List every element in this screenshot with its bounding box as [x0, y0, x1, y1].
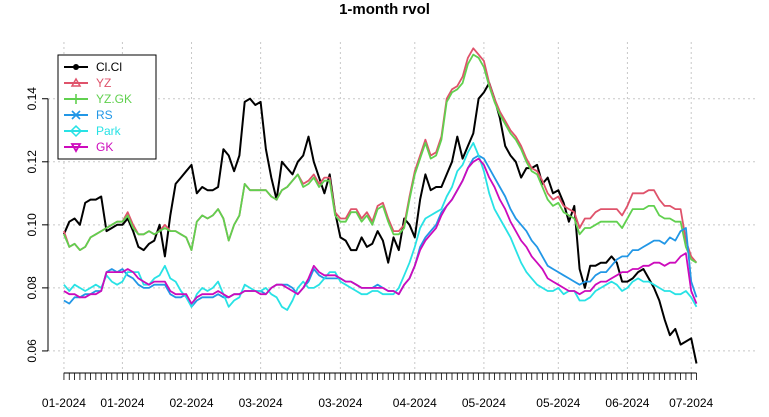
legend-marker-circle — [73, 64, 79, 70]
x-tick-label: 04-2024 — [393, 396, 437, 410]
y-tick-label: 0.14 — [25, 87, 39, 111]
legend-marker-triangle — [70, 77, 82, 87]
legend-label: YZ.GK — [96, 92, 132, 106]
legend: Cl.Cl YZ YZ.GK RS Park GK — [57, 54, 157, 160]
y-tick-label: 0.06 — [25, 339, 39, 363]
legend-label: RS — [96, 108, 113, 122]
y-tick-label: 0.08 — [25, 276, 39, 300]
x-tick-label: 01-2024 — [100, 396, 144, 410]
legend-marker-cross — [71, 110, 81, 120]
axes: 0.06 0.08 0.10 0.12 0.14 01-2024 01-2024 02-202… — [25, 87, 714, 410]
series-line-park — [63, 142, 698, 311]
series-line-yz-gk — [63, 53, 697, 264]
x-tick-label: 05-2024 — [462, 396, 506, 410]
legend-marker-diamond — [69, 124, 83, 138]
x-tick-label: 01-2024 — [42, 396, 86, 410]
x-tick-label: 03-2024 — [318, 396, 362, 410]
x-tick-label: 03-2024 — [239, 396, 283, 410]
series-line-cl-cl — [62, 82, 698, 364]
x-tick-label: 02-2024 — [170, 396, 214, 410]
x-tick-label: 05-2024 — [536, 396, 580, 410]
series-lines — [62, 47, 698, 364]
legend-box — [57, 54, 157, 160]
series-line-gk — [63, 157, 698, 305]
y-tick-label: 0.12 — [25, 150, 39, 174]
series-line-rs — [63, 154, 698, 308]
x-tick-label: 06-2024 — [605, 396, 649, 410]
legend-marker-plus — [71, 94, 81, 104]
legend-label: Cl.Cl — [96, 60, 122, 74]
y-tick-label: 0.10 — [25, 213, 39, 237]
legend-marker-triangle-down — [70, 143, 82, 153]
x-tick-label: 07-2024 — [669, 396, 713, 410]
legend-label: GK — [96, 140, 113, 154]
legend-label: Park — [96, 124, 122, 138]
chart-title: 1-month rvol — [339, 1, 430, 18]
legend-label: YZ — [96, 76, 111, 90]
